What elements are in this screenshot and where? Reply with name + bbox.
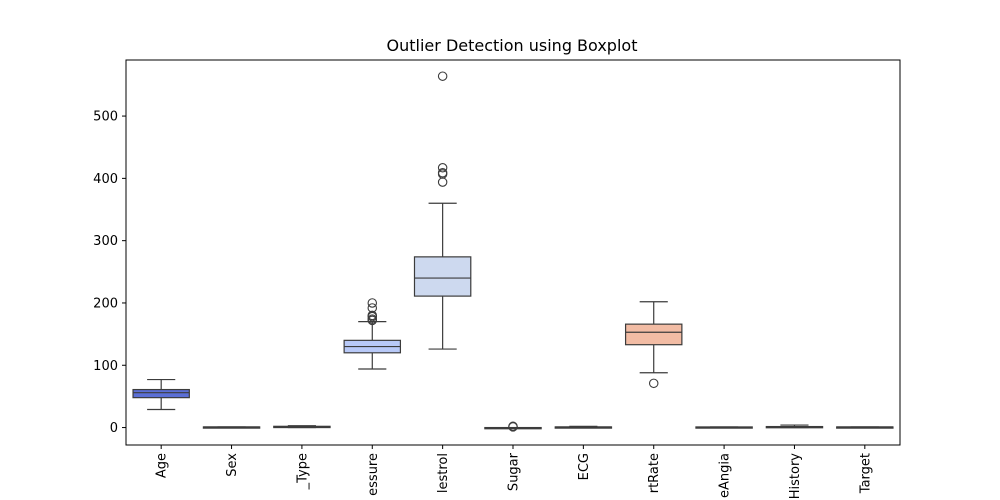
- plot-frame: [125, 59, 901, 446]
- y-tick-label: 0: [110, 421, 118, 436]
- x-tick-label: History: [788, 453, 803, 500]
- box-group-essure: [343, 298, 402, 370]
- outlier-point: [367, 298, 378, 308]
- x-tick-label: _Type: [295, 453, 310, 490]
- x-tick-label: lestrol: [436, 453, 451, 493]
- box-group-sugar: [484, 421, 542, 432]
- x-tick-label: Age: [155, 453, 170, 478]
- box-group-rtrate: [624, 301, 683, 389]
- x-tick-label: Target: [858, 453, 873, 494]
- outlier-point: [437, 71, 448, 81]
- x-tick-label: eAngia: [718, 453, 733, 498]
- outlier-point: [437, 177, 448, 187]
- box: [413, 256, 472, 297]
- chart-title: Outlier Detection using Boxplot: [387, 36, 638, 55]
- x-tick-label: Sex: [225, 453, 240, 477]
- outlier-point: [437, 168, 448, 178]
- box-group-sex: [202, 426, 261, 429]
- box-group-ecg: [554, 425, 613, 429]
- x-tick-label: ECG: [577, 453, 592, 480]
- box-group-eangia: [695, 426, 753, 429]
- x-tick-label: essure: [366, 453, 381, 496]
- y-tick-label: 200: [93, 296, 118, 311]
- y-tick-label: 100: [93, 359, 118, 374]
- outlier-point: [367, 303, 378, 313]
- outlier-point: [437, 163, 448, 173]
- box: [132, 388, 190, 399]
- y-tick-label: 300: [93, 234, 118, 249]
- box-group-target: [836, 426, 894, 429]
- box-group--type: [273, 425, 331, 429]
- y-tick-label: 400: [93, 172, 118, 187]
- outlier-point: [508, 421, 518, 432]
- outlier-point: [367, 314, 378, 324]
- x-tick-label: rtRate: [647, 453, 662, 493]
- outlier-point: [648, 378, 659, 389]
- box: [624, 323, 683, 346]
- box-group-history: [765, 424, 824, 429]
- box-group-age: [132, 378, 190, 411]
- outlier-point: [367, 310, 378, 321]
- plot-area: 0 100 200 300 400 500 Age Sex _Type essure lestrol…: [93, 59, 901, 500]
- x-tick-label: Sugar: [507, 452, 522, 491]
- box-group-lestrol: [413, 71, 472, 350]
- y-tick-label: 500: [93, 110, 118, 125]
